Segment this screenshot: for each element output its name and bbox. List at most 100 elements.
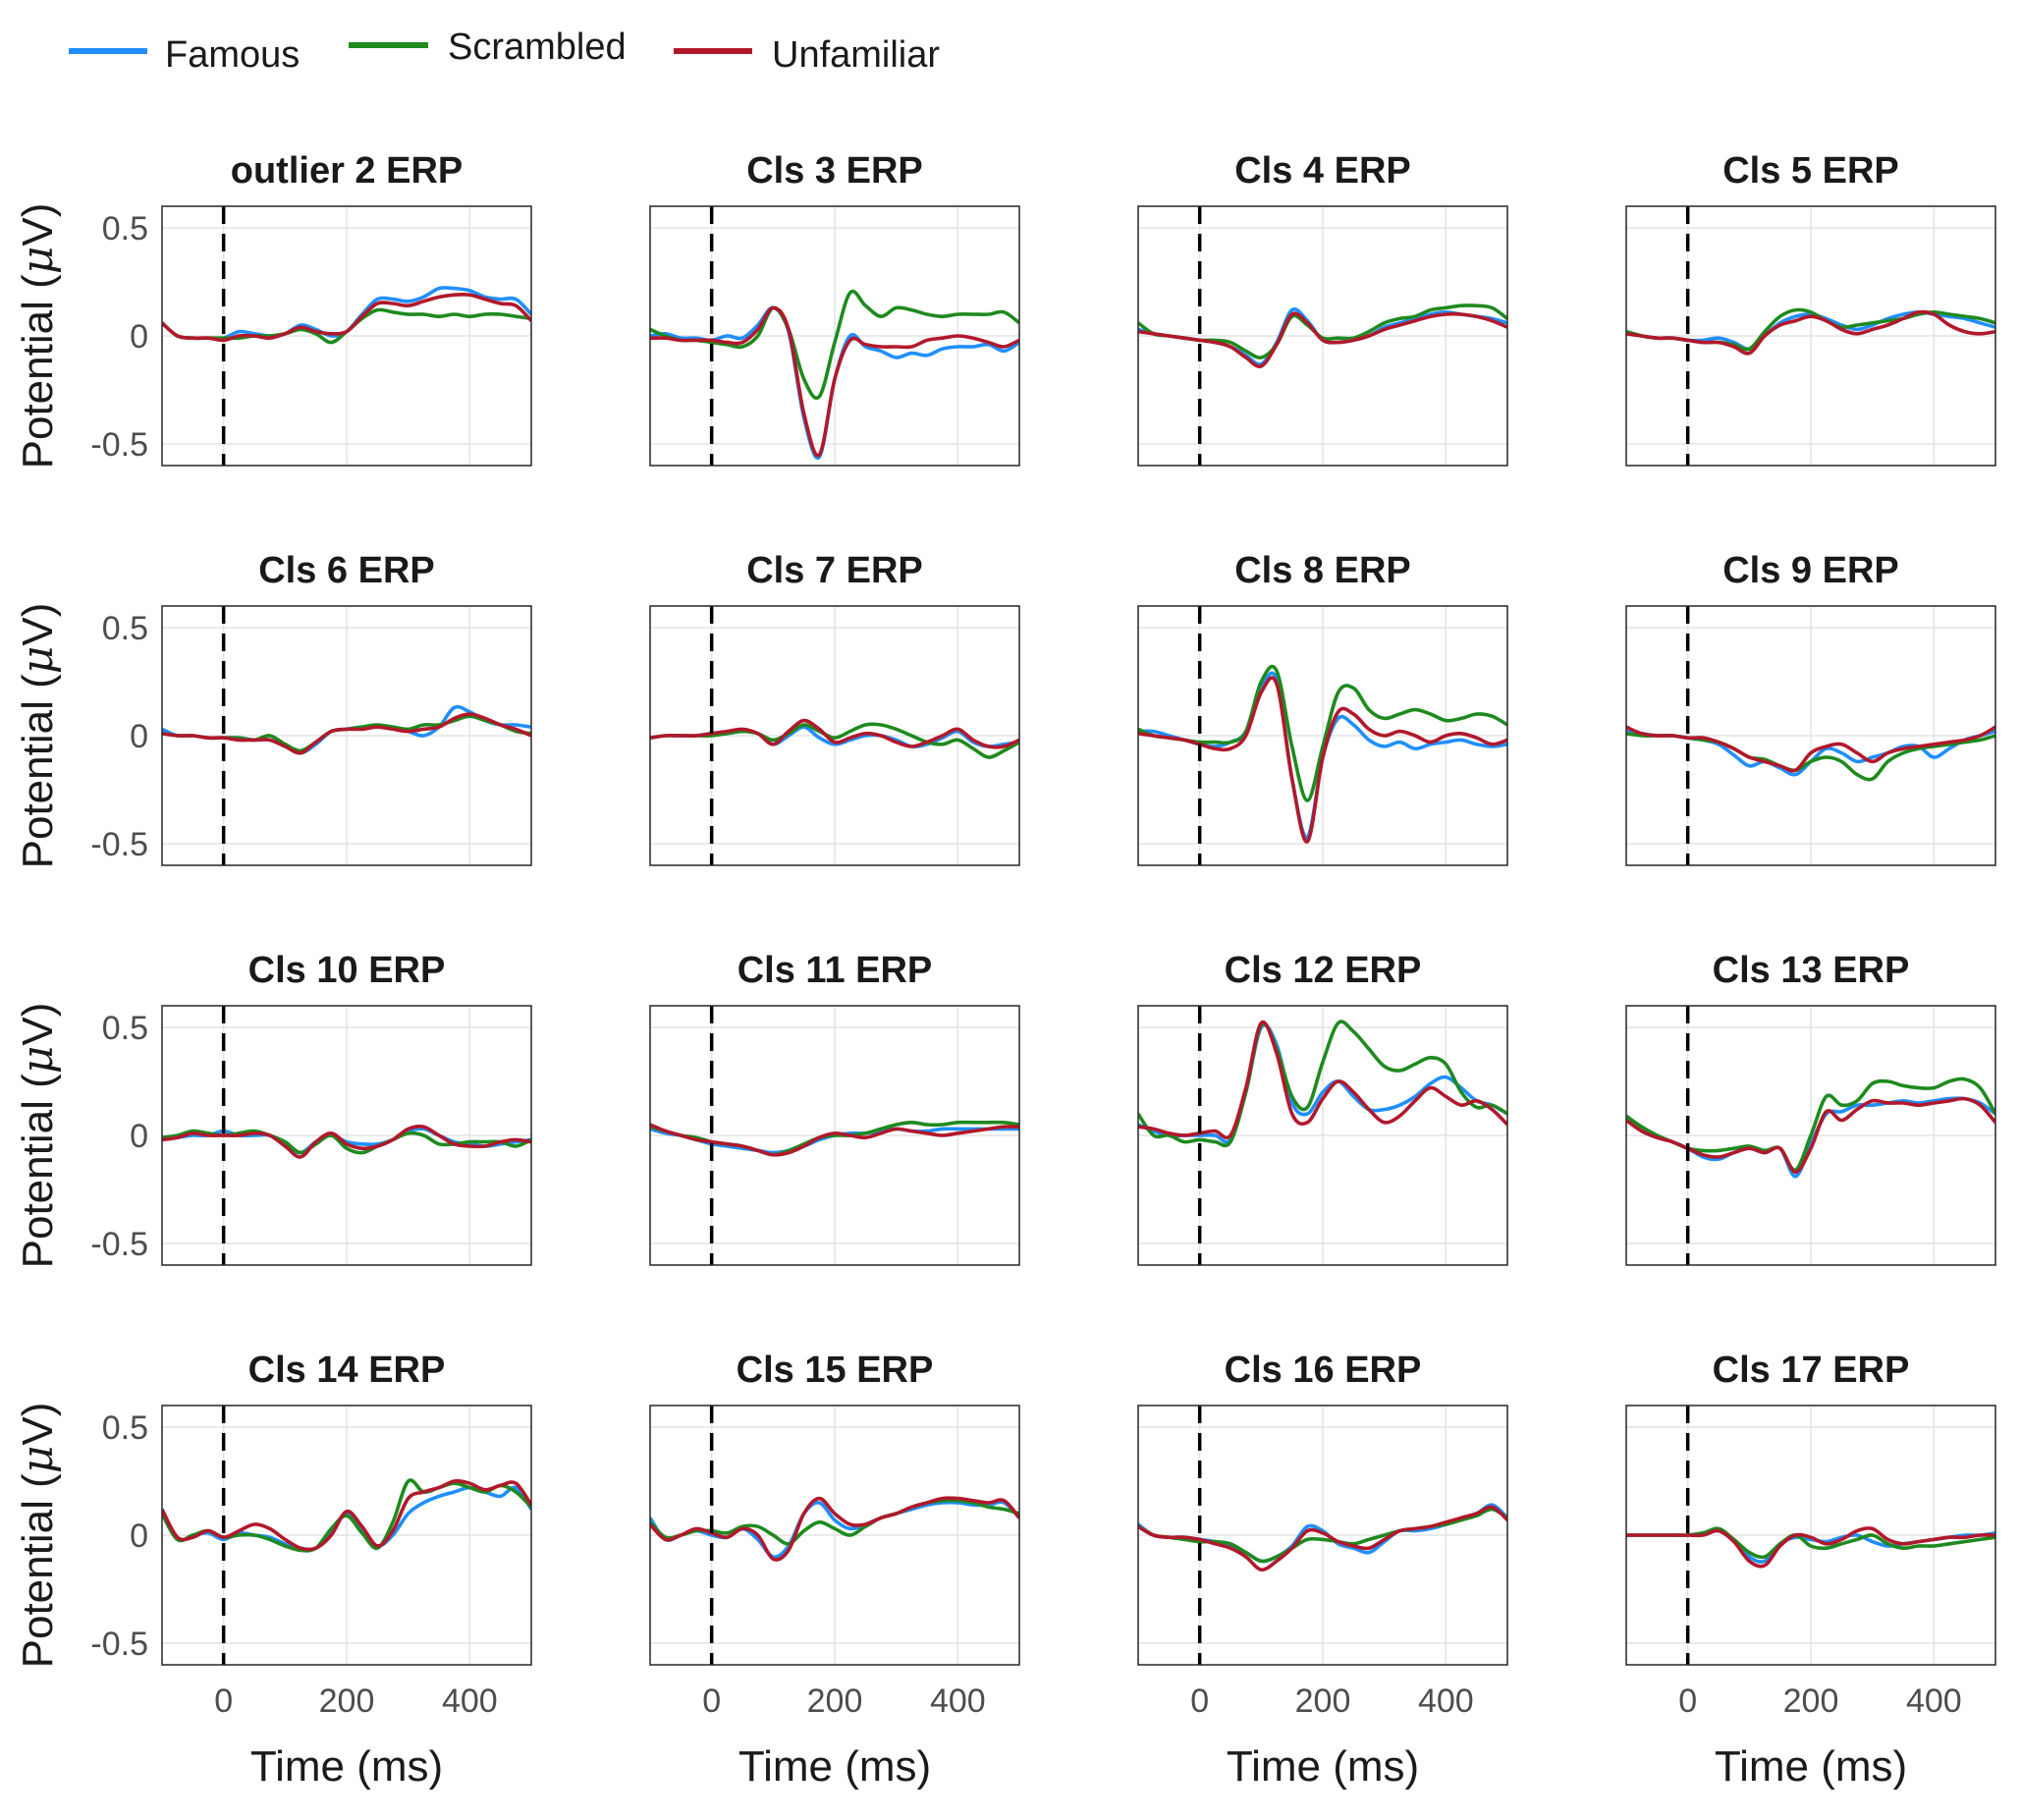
axes-frame (1625, 1405, 1996, 1666)
legend-label-famous: Famous (165, 34, 300, 76)
y-tick-label: 0.5 (102, 1010, 148, 1047)
panel-13: Cls 14 ERP 0.5 0 -0.5 Potential (μV) 0 200 400 T… (13, 1350, 532, 1791)
y-axis-label: Potential (μV) (13, 603, 63, 869)
panel-15: Cls 16 ERP 0 200 400 Time (ms) (1137, 1350, 1508, 1791)
panel-title: Cls 4 ERP (1234, 150, 1411, 192)
series-line-unfamiliar (1626, 309, 1995, 356)
y-tick-label: 0.5 (102, 610, 148, 647)
panel-12: Cls 13 ERP (1625, 950, 1996, 1266)
panel-6: Cls 7 ERP (649, 550, 1020, 866)
panel-title: Cls 7 ERP (746, 550, 923, 591)
x-axis-label: Time (ms) (1715, 1742, 1907, 1791)
x-tick-label: 0 (1678, 1682, 1697, 1720)
y-tick-label: 0 (130, 1517, 148, 1555)
series-line-unfamiliar (1626, 725, 1995, 773)
y-axis-label: Potential (μV) (13, 203, 63, 469)
series-line-scrambled (1138, 664, 1507, 802)
series-line-unfamiliar (162, 1124, 531, 1159)
panel-14: Cls 15 ERP 0 200 400 Time (ms) (649, 1350, 1020, 1791)
x-tick-label: 400 (1906, 1682, 1962, 1720)
panel-16: Cls 17 ERP 0 200 400 Time (ms) (1625, 1350, 1996, 1791)
x-tick-label: 200 (807, 1682, 863, 1720)
panel-title: outlier 2 ERP (231, 150, 464, 192)
panel-8: Cls 9 ERP (1625, 550, 1996, 866)
series-line-unfamiliar (162, 712, 531, 755)
legend-item-scrambled: Scrambled (349, 27, 627, 68)
series-line-scrambled (650, 289, 1019, 400)
series-line-unfamiliar (1138, 1505, 1507, 1572)
panel-title: Cls 10 ERP (248, 950, 446, 991)
axes-frame (1137, 1005, 1508, 1266)
series-line-unfamiliar (1626, 1526, 1995, 1569)
panel-title: Cls 9 ERP (1722, 550, 1899, 591)
panel-title: Cls 16 ERP (1225, 1350, 1422, 1391)
axes-frame (161, 1005, 532, 1266)
x-axis-label: Time (ms) (1227, 1742, 1419, 1791)
axes-frame (649, 205, 1020, 467)
axes-frame (649, 1005, 1020, 1266)
series-line-unfamiliar (650, 1123, 1019, 1157)
axes-frame (161, 605, 532, 866)
panel-title: Cls 15 ERP (737, 1350, 934, 1391)
x-axis-label: Time (ms) (738, 1742, 931, 1791)
panel-7: Cls 8 ERP (1137, 550, 1508, 866)
series-line-scrambled (650, 722, 1019, 759)
x-axis-label: Time (ms) (250, 1742, 443, 1791)
y-axis-label: Potential (μV) (13, 1403, 63, 1669)
y-tick-label: 0 (130, 718, 148, 755)
panel-3: Cls 4 ERP (1137, 150, 1508, 467)
x-tick-label: 400 (1418, 1682, 1474, 1720)
x-tick-label: 0 (1190, 1682, 1209, 1720)
x-tick-label: 200 (319, 1682, 375, 1720)
axes-frame (1625, 1005, 1996, 1266)
axes-frame (649, 605, 1020, 866)
y-tick-label: -0.5 (90, 826, 148, 863)
panel-title: Cls 3 ERP (746, 150, 923, 192)
series-line-famous (1138, 1022, 1507, 1144)
panel-title: Cls 11 ERP (737, 950, 933, 991)
axes-frame (1137, 1405, 1508, 1666)
series-line-scrambled (1138, 1020, 1507, 1148)
legend-label-unfamiliar: Unfamiliar (772, 34, 940, 76)
legend-item-unfamiliar: Unfamiliar (674, 34, 940, 76)
y-tick-label: 0 (130, 318, 148, 356)
panel-title: Cls 5 ERP (1722, 150, 1899, 192)
x-tick-label: 0 (702, 1682, 721, 1720)
y-axis-label: Potential (μV) (13, 1003, 63, 1269)
panel-4: Cls 5 ERP (1625, 150, 1996, 467)
panel-title: Cls 12 ERP (1225, 950, 1422, 991)
panel-5: Cls 6 ERP 0.5 0 -0.5 Potential (μV) (13, 550, 532, 869)
series-line-unfamiliar (162, 292, 531, 343)
axes-frame (649, 1405, 1020, 1666)
y-tick-label: 0.5 (102, 210, 148, 248)
legend-item-famous: Famous (69, 34, 300, 76)
legend-label-scrambled: Scrambled (448, 27, 627, 68)
axes-frame (161, 205, 532, 467)
y-tick-label: 0.5 (102, 1409, 148, 1447)
series-line-scrambled (1138, 1507, 1507, 1564)
legend: Famous Scrambled Unfamiliar (69, 27, 940, 76)
axes-frame (1137, 605, 1508, 866)
x-tick-label: 400 (930, 1682, 986, 1720)
axes-frame (1625, 205, 1996, 467)
x-tick-label: 400 (442, 1682, 498, 1720)
panel-2: Cls 3 ERP (649, 150, 1020, 467)
series-line-unfamiliar (162, 1479, 531, 1552)
panel-title: Cls 14 ERP (248, 1350, 446, 1391)
panel-title: Cls 17 ERP (1713, 1350, 1910, 1391)
panel-11: Cls 12 ERP (1137, 950, 1508, 1266)
panel-1: outlier 2 ERP 0.5 0 -0.5 Potential (μV) (13, 150, 532, 469)
axes-frame (1625, 605, 1996, 866)
panel-title: Cls 13 ERP (1713, 950, 1910, 991)
axes-frame (161, 1405, 532, 1666)
series-line-unfamiliar (650, 305, 1019, 458)
x-tick-label: 0 (214, 1682, 233, 1720)
panel-9: Cls 10 ERP 0.5 0 -0.5 Potential (μV) (13, 950, 532, 1269)
panel-title: Cls 8 ERP (1234, 550, 1411, 591)
y-tick-label: 0 (130, 1118, 148, 1155)
x-tick-label: 200 (1295, 1682, 1351, 1720)
axes-frame (1137, 205, 1508, 467)
panel-grid: outlier 2 ERP 0.5 0 -0.5 Potential (μV) Cls 3… (13, 150, 1996, 1791)
series-line-unfamiliar (1138, 311, 1507, 368)
